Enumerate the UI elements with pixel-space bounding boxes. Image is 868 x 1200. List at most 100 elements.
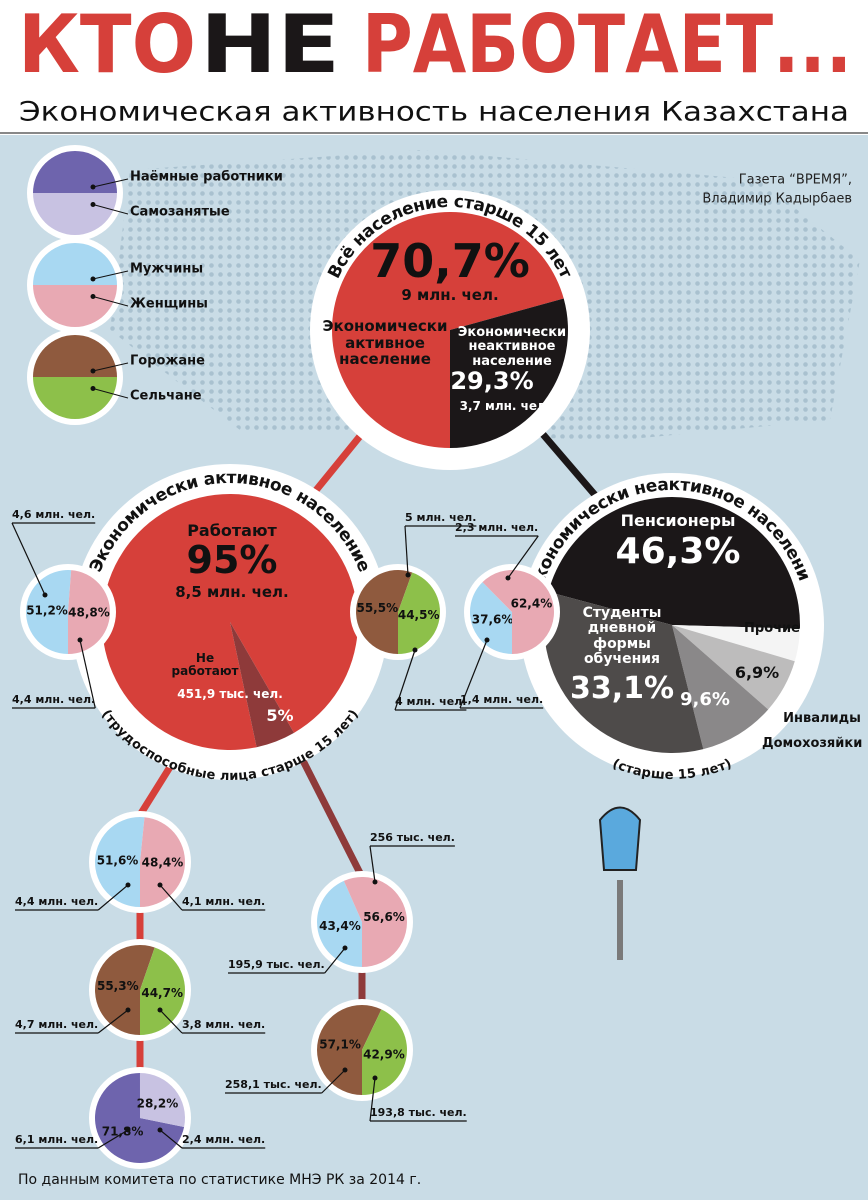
pie-slice — [398, 572, 440, 654]
slice-note: 1,4 млн. чел. — [460, 693, 543, 706]
note-dot — [405, 572, 411, 578]
slice-value-label: 95% — [186, 538, 278, 582]
pie-slice — [362, 1009, 407, 1095]
slice-label: Инвалиды — [783, 711, 861, 726]
title-word: КТО — [18, 0, 196, 91]
note-dot — [157, 1007, 163, 1013]
slice-note: 8,5 млн. чел. — [175, 583, 289, 601]
slice-note: 258,1 тыс. чел. — [225, 1078, 322, 1091]
note-dot — [372, 1075, 378, 1081]
slice-note: 4,6 млн. чел. — [12, 508, 95, 521]
note-dot — [412, 647, 418, 653]
legend-label: Наёмные работники — [130, 170, 283, 185]
shovel — [598, 806, 642, 960]
pie-slice — [672, 625, 769, 750]
note-leader — [321, 1069, 346, 1094]
note-leader — [11, 522, 46, 596]
slice-value-label: 62,4% — [511, 597, 553, 611]
pie-slice — [94, 816, 145, 907]
slice-value-label: 71,8% — [102, 1125, 144, 1139]
pie-slice — [230, 622, 294, 748]
note-dot — [77, 637, 83, 643]
slice-label: Работают — [187, 521, 277, 540]
note-dot — [125, 1127, 131, 1133]
pie-slice — [548, 497, 800, 629]
legend-swatch — [33, 285, 117, 327]
pie-slice — [672, 625, 800, 662]
slice-value-label: 44,5% — [398, 608, 440, 622]
slice-note: 4,4 млн. чел. — [12, 693, 95, 706]
slice-label: Пенсионеры — [620, 511, 736, 530]
slice-note: 3,7 млн. чел. — [459, 399, 551, 413]
pie-slice — [482, 570, 554, 654]
note-leader — [369, 1077, 376, 1122]
credit: Владимир Кадырбаев — [702, 192, 852, 207]
slice-value-label: 56,6% — [363, 910, 405, 924]
note-leader — [79, 639, 96, 709]
slice-note: 4,1 млн. чел. — [182, 895, 265, 908]
pie-slice — [26, 570, 72, 654]
slice-value-label: 48,8% — [68, 605, 110, 619]
legend-swatch — [33, 151, 117, 193]
slice-note: 256 тыс. чел. — [370, 831, 455, 844]
slice-note: 4,4 млн. чел. — [15, 895, 98, 908]
slice-value-label: 5% — [266, 706, 294, 725]
note-dot — [342, 1067, 348, 1073]
legend-label: Мужчины — [130, 262, 203, 277]
subtitle: Экономическая активность населения Казах… — [19, 97, 849, 128]
note-leader — [394, 649, 416, 711]
pie-slice — [94, 945, 155, 1035]
title-word: НЕ — [200, 0, 340, 91]
note-dot — [125, 1007, 131, 1013]
note-leader — [404, 525, 409, 576]
slice-value-label: 9,6% — [680, 689, 730, 710]
slice-value-label: 51,2% — [26, 604, 68, 618]
legend-leader — [92, 204, 129, 215]
pie-slice — [95, 1073, 185, 1163]
note-dot — [125, 882, 131, 888]
note-leader — [97, 884, 129, 911]
note-leader — [97, 1009, 129, 1034]
note-dot — [157, 882, 163, 888]
slice-note: 6,1 млн. чел. — [15, 1133, 98, 1146]
legend-leader — [92, 296, 129, 307]
slice-label: Экономически активное население — [322, 317, 448, 368]
pie-slice — [332, 212, 564, 448]
slice-note: 4 млн. чел. — [395, 695, 466, 708]
slice-label: Домохозяйки — [762, 736, 863, 751]
slice-value-label: 44,7% — [141, 986, 183, 1000]
pie-slice — [68, 570, 111, 654]
connector — [532, 422, 598, 498]
note-dot — [372, 879, 378, 885]
slice-value-label: 42,9% — [363, 1047, 405, 1061]
note-leader — [159, 884, 183, 911]
pie-slice — [544, 591, 704, 753]
slice-value-label: 37,6% — [472, 612, 514, 626]
note-leader — [369, 845, 376, 883]
header-band — [0, 0, 868, 95]
slice-value-label: 51,6% — [97, 853, 139, 867]
slice-note: 193,8 тыс. чел. — [370, 1106, 467, 1119]
legend-label: Самозанятые — [130, 205, 230, 220]
slice-label: Экономически неактивное население — [457, 325, 567, 369]
legend-swatch — [33, 243, 117, 285]
title-word: РАБОТАЕТ... — [362, 0, 852, 91]
note-leader — [459, 639, 488, 709]
slice-value-label: 28,2% — [137, 1096, 179, 1110]
slice-label: Прочие — [744, 621, 800, 636]
pie-slice — [672, 625, 795, 710]
slice-note: 3,8 млн. чел. — [182, 1018, 265, 1031]
credit: Газета “ВРЕМЯ”, — [739, 173, 852, 188]
note-leader — [97, 1129, 129, 1149]
slice-value-label: 43,4% — [319, 919, 361, 933]
note-leader — [507, 535, 539, 579]
legend-leader — [92, 178, 129, 188]
legend-leader — [92, 388, 129, 399]
legend-leader — [92, 270, 129, 280]
subtitle-band — [0, 95, 868, 135]
slice-value-label: 57,1% — [319, 1038, 361, 1052]
note-dot — [157, 1127, 163, 1133]
pie-slice — [343, 877, 407, 967]
